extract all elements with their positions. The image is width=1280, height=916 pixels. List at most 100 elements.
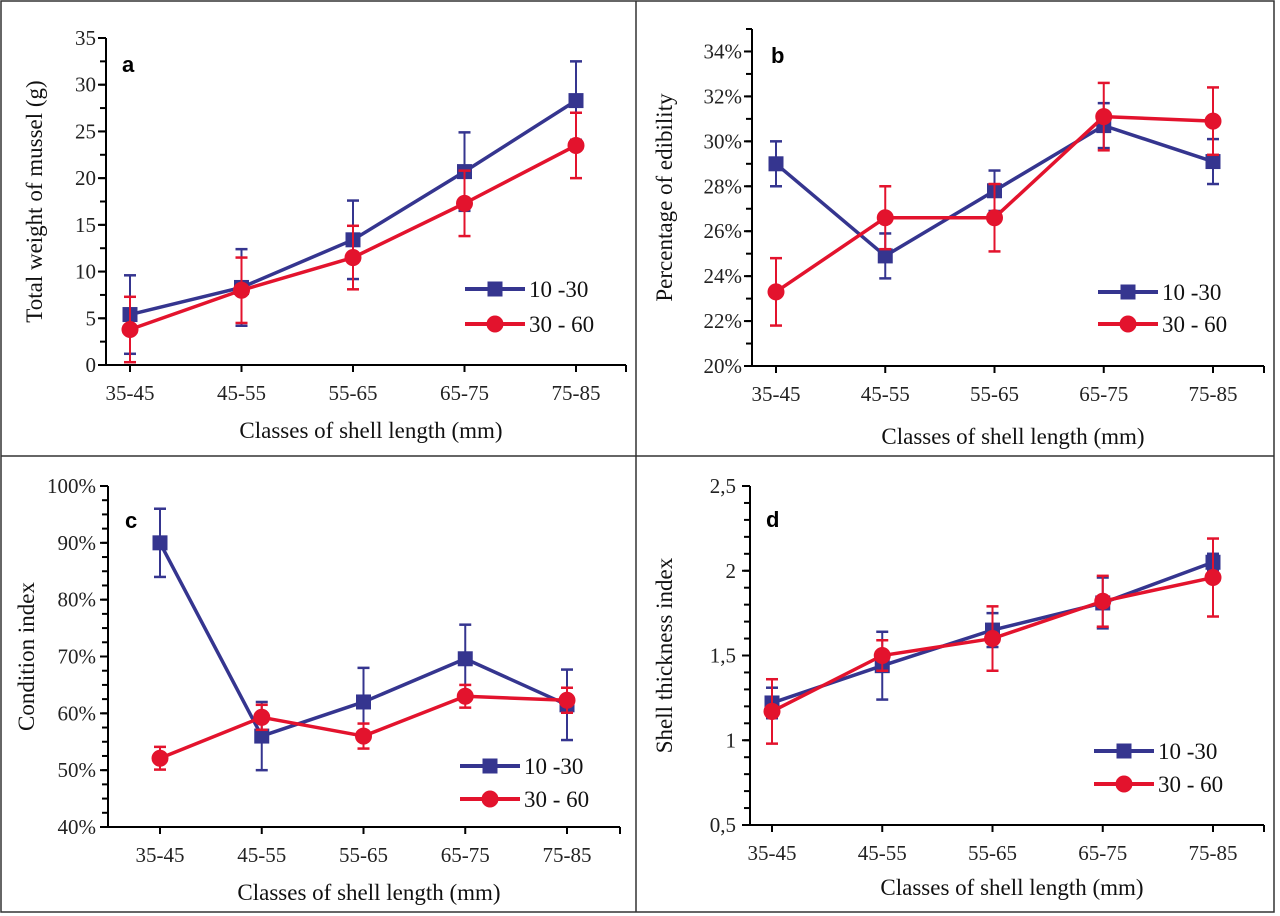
x-tick-label: 35-45	[106, 381, 155, 405]
data-point	[1204, 569, 1222, 587]
y-tick-label: 40%	[58, 815, 97, 839]
data-point	[763, 702, 781, 720]
series-red	[763, 537, 1222, 745]
panel-a: 0 5 10 15 20 25 30 35 35-45 45-55 55-65 65-75 75-85 C…	[22, 26, 627, 443]
panel-b: 20% 22% 24% 26% 28% 30% 32% 34% 35-45 45-55 55-65 6…	[652, 28, 1265, 449]
legend: 10 -30 30 - 60	[465, 277, 594, 337]
y-tick-label: 0	[86, 353, 97, 377]
data-point	[254, 728, 270, 744]
x-tick-label: 45-55	[861, 382, 910, 406]
series-red	[121, 111, 585, 364]
y-axis-label: Shell thickness index	[652, 557, 677, 753]
y-tick-label: 60%	[58, 701, 97, 725]
legend-label: 30 - 60	[1162, 312, 1227, 337]
panel-c: 40% 50% 60% 70% 80% 90% 100% 35-45 45-55 55-65 65-…	[14, 474, 621, 905]
data-point	[457, 651, 473, 667]
data-point	[567, 136, 585, 154]
y-tick-label: 70%	[58, 645, 97, 669]
data-point	[558, 691, 576, 709]
data-point	[253, 708, 271, 726]
data-point	[873, 647, 891, 664]
legend-label: 10 -30	[524, 754, 583, 779]
y-tick-label: 30%	[704, 129, 743, 153]
data-point	[233, 281, 250, 299]
data-point	[877, 248, 893, 264]
legend-marker	[1119, 315, 1137, 333]
data-point	[355, 727, 372, 745]
x-tick-label: 45-55	[858, 841, 907, 865]
y-tick-label: 20%	[704, 354, 743, 378]
y-tick-label: 32%	[704, 84, 743, 108]
legend-label: 30 - 60	[1158, 772, 1223, 797]
y-tick-label: 100%	[47, 474, 96, 498]
legend-marker	[1116, 743, 1132, 759]
data-point	[1205, 154, 1221, 170]
x-tick-label: 45-55	[217, 381, 266, 405]
y-tick-label: 2,5	[710, 474, 736, 498]
x-tick-label: 75-85	[1189, 382, 1238, 406]
y-tick-label: 90%	[58, 531, 97, 555]
legend-marker	[1120, 284, 1136, 300]
y-tick-label: 5	[86, 306, 97, 330]
x-tick-label: 65-75	[441, 843, 490, 867]
x-tick-label: 45-55	[237, 843, 286, 867]
y-tick-label: 26%	[704, 219, 743, 243]
y-tick-label: 80%	[58, 588, 97, 612]
y-tick-label: 28%	[704, 174, 743, 198]
data-point	[344, 249, 362, 267]
data-point	[767, 283, 785, 301]
x-tick-label: 65-75	[1079, 382, 1128, 406]
legend: 10 -30 30 - 60	[460, 754, 589, 812]
data-point	[768, 156, 784, 172]
x-axis-label: Classes of shell length (mm)	[239, 418, 502, 443]
x-tick-label: 75-85	[552, 381, 601, 405]
y-tick-label: 15	[75, 213, 96, 237]
y-tick-label: 22%	[704, 309, 743, 333]
panel-letter: b	[771, 43, 784, 68]
y-tick-label: 24%	[704, 264, 743, 288]
y-tick-label: 25	[75, 119, 96, 143]
x-tick-label: 75-85	[543, 843, 592, 867]
panel-letter: a	[122, 52, 135, 77]
series-red	[767, 81, 1222, 327]
panel-d: 0,5 1 1,5 2 2,5 35-45 45-55 55-65 65-75 75-85 Clas…	[652, 474, 1265, 900]
data-point	[456, 687, 474, 705]
data-point	[568, 93, 584, 109]
x-axis-label: Classes of shell length (mm)	[237, 880, 500, 905]
legend-label: 10 -30	[1162, 280, 1221, 305]
data-point	[152, 535, 168, 551]
legend-marker	[482, 758, 498, 774]
y-tick-label: 30	[75, 73, 96, 97]
x-tick-label: 65-75	[440, 381, 489, 405]
x-axis-label: Classes of shell length (mm)	[881, 424, 1144, 449]
data-point	[876, 209, 894, 227]
legend: 10 -30 30 - 60	[1094, 739, 1223, 797]
data-point	[1094, 592, 1112, 610]
panel-letter: d	[766, 507, 779, 532]
y-tick-label: 10	[75, 260, 96, 284]
legend-marker	[487, 281, 503, 297]
data-point	[356, 694, 371, 710]
x-tick-label: 35-45	[752, 382, 801, 406]
x-tick-label: 65-75	[1078, 841, 1127, 865]
x-tick-label: 35-45	[748, 841, 797, 865]
y-tick-label: 50%	[58, 758, 97, 782]
x-tick-label: 55-65	[339, 843, 388, 867]
y-tick-label: 20	[75, 166, 96, 190]
series-red	[151, 683, 576, 771]
y-axis-label: Condition index	[14, 582, 39, 731]
y-tick-label: 1	[726, 728, 737, 752]
y-tick-label: 0,5	[710, 813, 736, 837]
data-point	[121, 320, 139, 338]
x-tick-label: 55-65	[329, 381, 378, 405]
legend-label: 30 - 60	[529, 312, 594, 337]
panel-letter: c	[125, 508, 137, 533]
y-axis-label: Percentage of edibility	[652, 93, 677, 302]
y-tick-label: 35	[75, 26, 96, 50]
legend-marker	[1115, 775, 1133, 793]
legend-label: 10 -30	[529, 277, 588, 302]
data-point	[1204, 112, 1222, 130]
data-point	[1095, 108, 1113, 126]
